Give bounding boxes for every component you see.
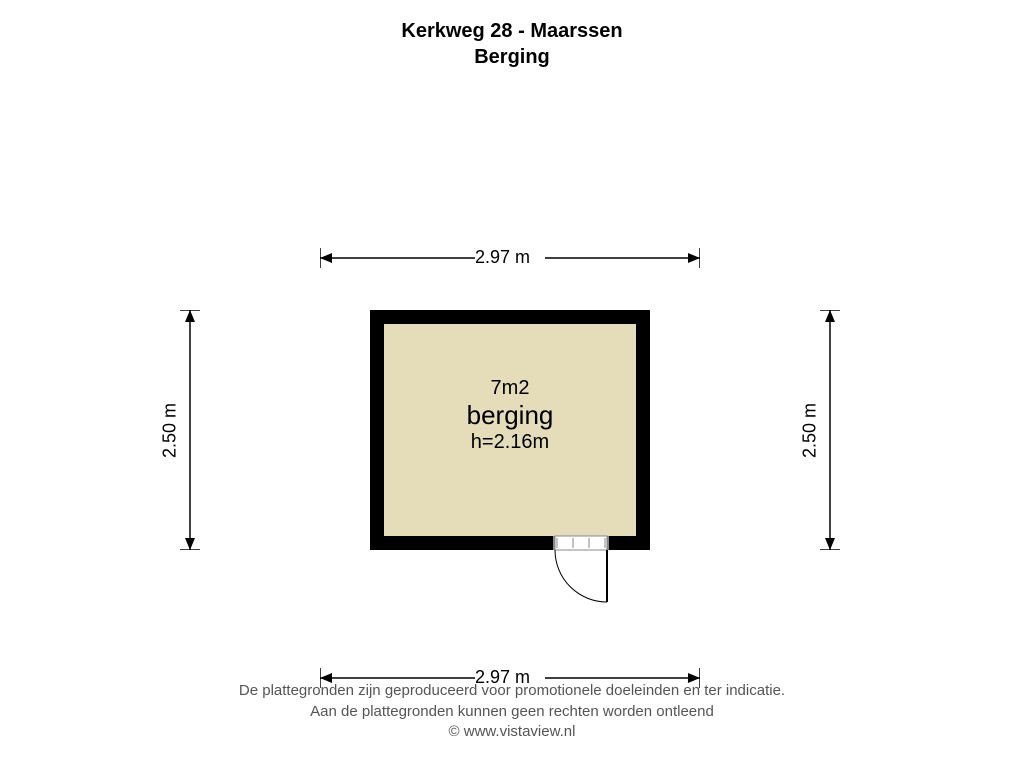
room-box — [368, 308, 652, 608]
footer-line-1: De plattegronden zijn geproduceerd voor … — [0, 681, 1024, 701]
room-height: h=2.16m — [370, 431, 650, 454]
floorplan-page: Kerkweg 28 - Maarssen Berging 2.97 m 2.9… — [0, 0, 1024, 768]
footer-line-2: Aan de plattegronden kunnen geen rechten… — [0, 702, 1024, 722]
title-line-2: Berging — [0, 44, 1024, 70]
room-area: 7m2 — [370, 377, 650, 400]
plan-area: 2.97 m 2.97 m 2.50 m 2.50 m 7m2 berging … — [0, 120, 1024, 640]
dim-right-label: 2.50 m — [800, 391, 821, 471]
footer-line-3: © www.vistaview.nl — [0, 722, 1024, 742]
dim-top-label: 2.97 m — [475, 247, 530, 268]
title-block: Kerkweg 28 - Maarssen Berging — [0, 18, 1024, 70]
footer-block: De plattegronden zijn geproduceerd voor … — [0, 681, 1024, 742]
dim-left-label: 2.50 m — [160, 391, 181, 471]
room-label-block: 7m2 berging h=2.16m — [370, 377, 650, 454]
room-name: berging — [370, 400, 650, 431]
title-line-1: Kerkweg 28 - Maarssen — [0, 18, 1024, 44]
